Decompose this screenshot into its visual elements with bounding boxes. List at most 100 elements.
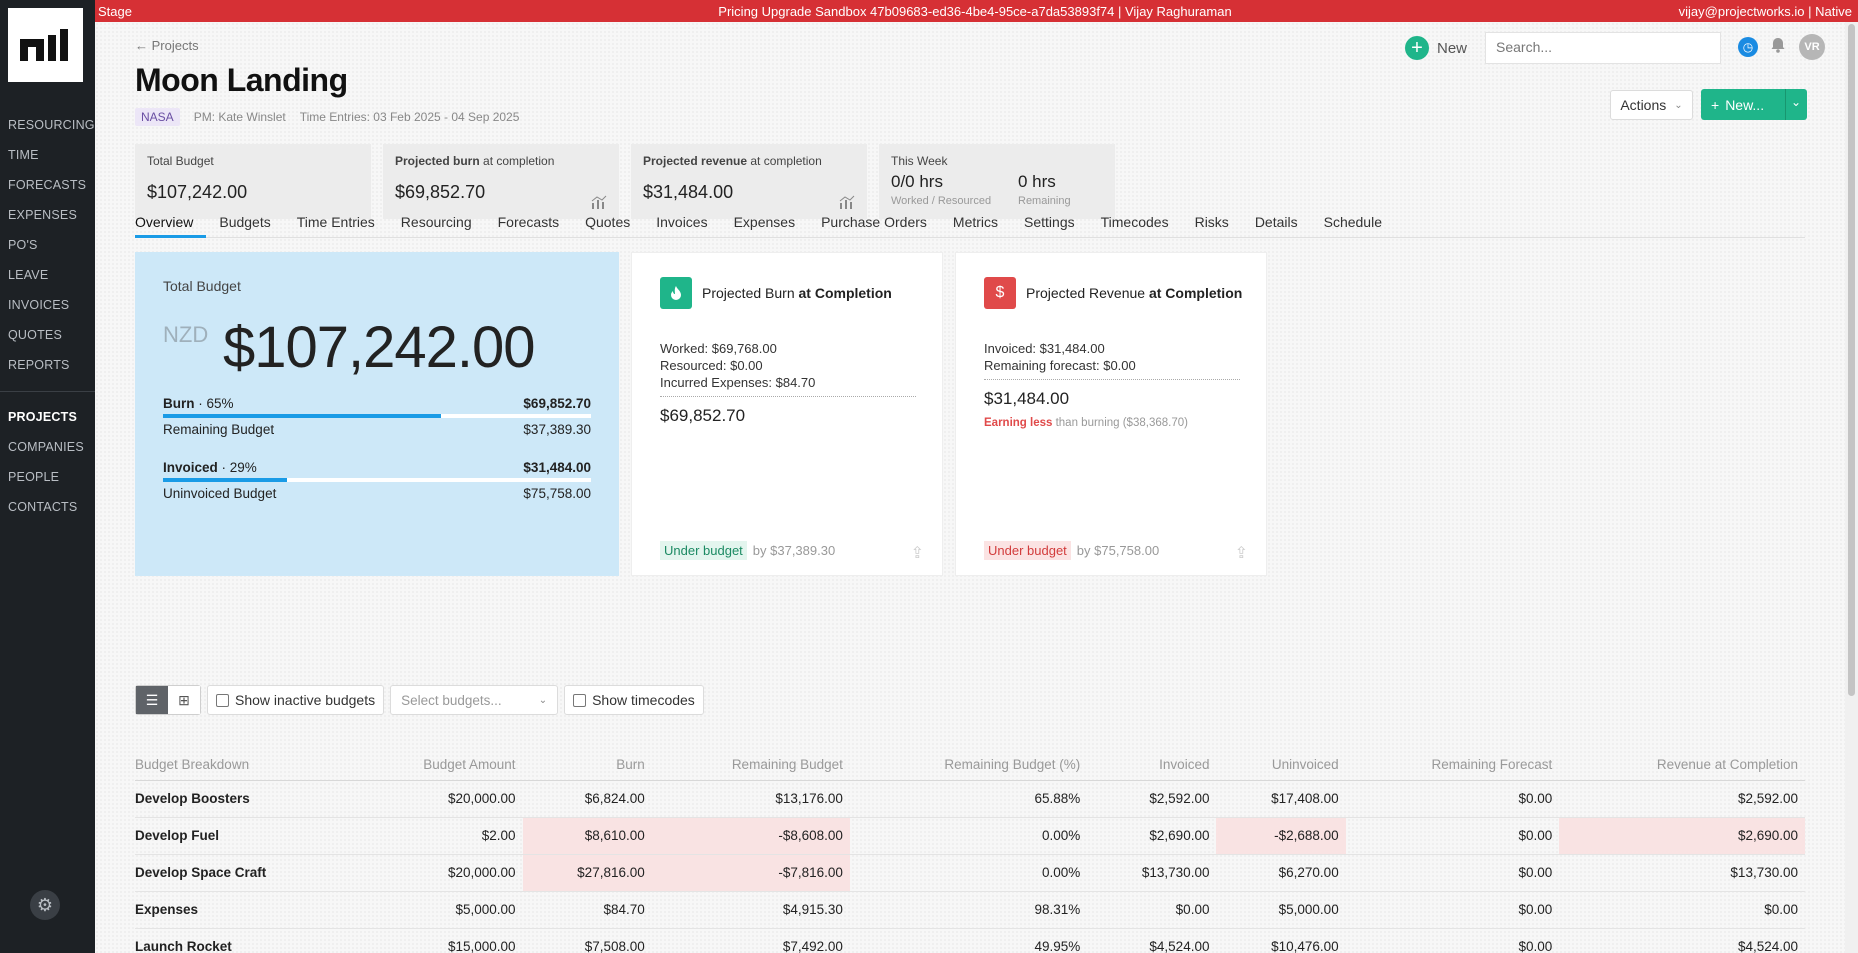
- sidebar-item-companies[interactable]: COMPANIES: [8, 440, 84, 454]
- table-row[interactable]: Develop Space Craft $20,000.00 $27,816.0…: [135, 854, 1805, 892]
- plus-icon: +: [1711, 96, 1720, 113]
- list-view-icon[interactable]: ☰: [136, 686, 168, 714]
- chart-icon[interactable]: [591, 195, 607, 209]
- budget-name[interactable]: Develop Boosters: [135, 780, 355, 818]
- burn-progress-bar: [163, 414, 591, 418]
- budget-name[interactable]: Expenses: [135, 891, 355, 929]
- table-row[interactable]: Expenses $5,000.00 $84.70 $4,915.30 98.3…: [135, 891, 1805, 929]
- sidebar-item-resourcing[interactable]: RESOURCING: [8, 118, 95, 132]
- tab-timecodes[interactable]: Timecodes: [1100, 214, 1169, 230]
- search-input[interactable]: Search...: [1485, 32, 1721, 64]
- app-logo[interactable]: [8, 8, 83, 82]
- timer-clock-icon[interactable]: ◷: [1738, 37, 1758, 57]
- uninvoiced-label: Uninvoiced Budget: [163, 486, 277, 501]
- tab-time-entries[interactable]: Time Entries: [296, 214, 375, 230]
- col-remaining-budget[interactable]: Remaining Budget: [651, 750, 850, 781]
- cell: $6,824.00: [522, 780, 652, 818]
- table-row[interactable]: Launch Rocket $15,000.00 $7,508.00 $7,49…: [135, 928, 1805, 953]
- sidebar-item-leave[interactable]: LEAVE: [8, 268, 49, 282]
- sidebar-item-reports[interactable]: REPORTS: [8, 358, 70, 372]
- quick-new-button[interactable]: + New: [1405, 36, 1467, 60]
- notifications-bell-icon[interactable]: [1769, 36, 1787, 59]
- stat-value: $107,242.00: [147, 182, 248, 202]
- tab-forecasts[interactable]: Forecasts: [497, 214, 560, 230]
- sidebar-nav-entities: PROJECTS COMPANIES PEOPLE CONTACTS: [0, 402, 95, 522]
- col-uninvoiced[interactable]: Uninvoiced: [1216, 750, 1346, 781]
- tab-budgets[interactable]: Budgets: [219, 214, 271, 230]
- col-burn[interactable]: Burn: [522, 750, 652, 781]
- sidebar-item-projects[interactable]: PROJECTS: [8, 410, 77, 424]
- sidebar-item-expenses[interactable]: EXPENSES: [8, 208, 77, 222]
- page-scrollbar[interactable]: [1845, 22, 1858, 953]
- select-placeholder: Select budgets...: [401, 692, 502, 708]
- grid-view-icon[interactable]: ⊞: [168, 686, 200, 714]
- tab-quotes[interactable]: Quotes: [585, 214, 631, 230]
- card-title-bold: at Completion: [798, 285, 892, 301]
- chevron-down-icon[interactable]: ⌄: [1791, 95, 1802, 109]
- col-invoiced[interactable]: Invoiced: [1087, 750, 1217, 781]
- chart-icon[interactable]: [839, 195, 855, 209]
- card-title: Projected Burn: [702, 285, 795, 301]
- burn-label: Burn: [163, 396, 195, 411]
- table-row[interactable]: Develop Fuel $2.00 $8,610.00 -$8,608.00 …: [135, 817, 1805, 855]
- cell: 0.00%: [849, 854, 1088, 892]
- show-inactive-budgets-checkbox[interactable]: Show inactive budgets: [207, 685, 385, 715]
- share-icon[interactable]: ⇪: [910, 545, 924, 562]
- tab-details[interactable]: Details: [1254, 214, 1298, 230]
- col-revenue-at-completion[interactable]: Revenue at Completion: [1559, 750, 1805, 781]
- budget-breakdown-table: Budget Breakdown Budget Amount Burn Rema…: [135, 750, 1805, 953]
- settings-gear-icon[interactable]: ⚙: [30, 890, 60, 920]
- logo-icon: [19, 29, 68, 61]
- view-toggle: ☰ ⊞: [135, 685, 201, 715]
- tab-schedule[interactable]: Schedule: [1323, 214, 1382, 230]
- col-budget-breakdown[interactable]: Budget Breakdown: [135, 750, 355, 781]
- col-remaining-forecast[interactable]: Remaining Forecast: [1345, 750, 1560, 781]
- cell: $13,730.00: [1087, 854, 1217, 892]
- expenses-line: Incurred Expenses: $84.70: [660, 375, 816, 390]
- table-row[interactable]: Develop Boosters $20,000.00 $6,824.00 $1…: [135, 780, 1805, 818]
- col-budget-amount[interactable]: Budget Amount: [354, 750, 523, 781]
- share-icon[interactable]: ⇪: [1234, 545, 1248, 562]
- divider: [984, 379, 1240, 380]
- stat-label: at completion: [747, 154, 822, 168]
- tab-settings[interactable]: Settings: [1024, 214, 1075, 230]
- budget-name[interactable]: Develop Space Craft: [135, 854, 355, 892]
- cell: 49.95%: [849, 928, 1088, 953]
- cell: $4,524.00: [1559, 928, 1805, 953]
- actions-dropdown[interactable]: Actions ⌄: [1610, 90, 1693, 120]
- client-tag[interactable]: NASA: [135, 108, 180, 126]
- plus-icon: +: [1405, 36, 1429, 60]
- scrollbar-thumb[interactable]: [1848, 24, 1855, 696]
- sidebar-item-time[interactable]: TIME: [8, 148, 39, 162]
- sidebar-item-invoices[interactable]: INVOICES: [8, 298, 70, 312]
- sidebar-item-pos[interactable]: PO'S: [8, 238, 38, 252]
- back-to-projects-link[interactable]: ← Projects: [135, 38, 199, 53]
- sidebar-item-forecasts[interactable]: FORECASTS: [8, 178, 87, 192]
- tab-metrics[interactable]: Metrics: [952, 214, 999, 230]
- cell: $0.00: [1345, 928, 1560, 953]
- remaining-row: Remaining Budget $37,389.30: [163, 422, 591, 437]
- sidebar-item-contacts[interactable]: CONTACTS: [8, 500, 78, 514]
- quick-new-label: New: [1437, 39, 1468, 57]
- tab-resourcing[interactable]: Resourcing: [400, 214, 472, 230]
- user-avatar[interactable]: VR: [1799, 34, 1825, 60]
- cell: $20,000.00: [354, 854, 523, 892]
- stat-value: $31,484.00: [643, 182, 734, 202]
- sidebar-item-people[interactable]: PEOPLE: [8, 470, 60, 484]
- chevron-down-icon: ⌄: [538, 694, 548, 706]
- tab-purchase-orders[interactable]: Purchase Orders: [821, 214, 927, 230]
- tab-overview[interactable]: Overview: [135, 208, 207, 238]
- cell: $5,000.00: [1216, 891, 1346, 929]
- tab-expenses[interactable]: Expenses: [733, 214, 796, 230]
- tab-invoices[interactable]: Invoices: [656, 214, 708, 230]
- show-timecodes-checkbox[interactable]: Show timecodes: [564, 685, 704, 715]
- sidebar-item-quotes[interactable]: QUOTES: [8, 328, 62, 342]
- tab-risks[interactable]: Risks: [1194, 214, 1229, 230]
- total-budget-card: Total Budget NZD $107,242.00 Burn · 65% …: [135, 252, 619, 576]
- budget-name[interactable]: Launch Rocket: [135, 928, 355, 953]
- select-budgets-dropdown[interactable]: Select budgets... ⌄: [390, 685, 559, 715]
- stat-value: $69,852.70: [395, 182, 486, 202]
- budget-name[interactable]: Develop Fuel: [135, 817, 355, 855]
- col-remaining-budget-pct[interactable]: Remaining Budget (%): [849, 750, 1088, 781]
- new-item-button[interactable]: + New... ⌄: [1701, 89, 1807, 120]
